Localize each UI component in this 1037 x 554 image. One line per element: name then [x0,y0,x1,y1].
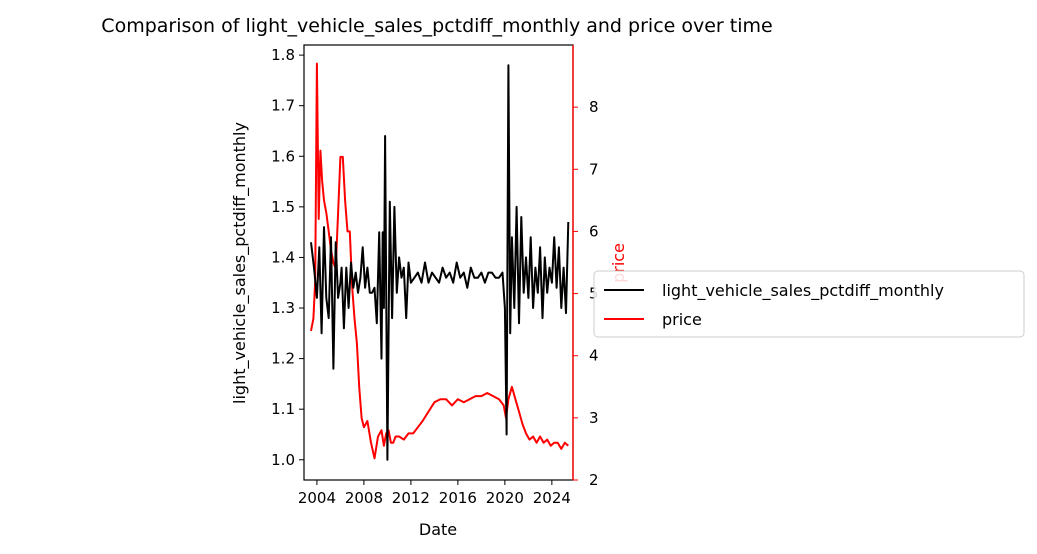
y-tick-label: 1.8 [271,46,295,64]
legend: light_vehicle_sales_pctdiff_monthly pric… [593,270,1025,338]
chart-title: Comparison of light_vehicle_sales_pctdif… [101,15,772,37]
y-tick-label: 1.1 [271,400,295,418]
y-tick-label: 1.7 [271,97,295,115]
series-line-sales [310,64,570,461]
y2-tick-label: 2 [589,471,599,489]
x-tick-label: 2016 [439,489,477,507]
y2-tick-label: 8 [589,98,599,116]
y-tick-label: 1.4 [271,248,295,266]
x-tick-label: 2020 [486,489,524,507]
x-tick-label: 2008 [345,489,383,507]
y-tick-label: 1.2 [271,350,295,368]
y-tick-label: 1.3 [271,299,295,317]
y-tick-label: 1.5 [271,198,295,216]
y2-tick-label: 7 [589,160,599,178]
y-axis-left: 1.0 1.1 1.2 1.3 1.4 1.5 1.6 1.7 1.8 [271,46,304,469]
y2-tick-label: 6 [589,222,599,240]
plot-frame [303,44,574,481]
y-tick-label: 1.0 [271,451,295,469]
y-axis-label: light_vehicle_sales_pctdiff_monthly [230,122,250,404]
legend-label-price: price [662,310,702,329]
y2-tick-label: 3 [589,409,599,427]
y-tick-label: 1.6 [271,147,295,165]
x-tick-label: 2024 [533,489,571,507]
x-tick-label: 2012 [392,489,430,507]
legend-label-sales: light_vehicle_sales_pctdiff_monthly [662,281,944,301]
y2-tick-label: 4 [589,347,599,365]
x-axis: 2004 2008 2012 2016 2020 2024 [298,480,571,507]
x-tick-label: 2004 [298,489,336,507]
legend-box [593,270,1025,338]
plot-area [310,62,570,461]
x-axis-label: Date [419,520,457,539]
